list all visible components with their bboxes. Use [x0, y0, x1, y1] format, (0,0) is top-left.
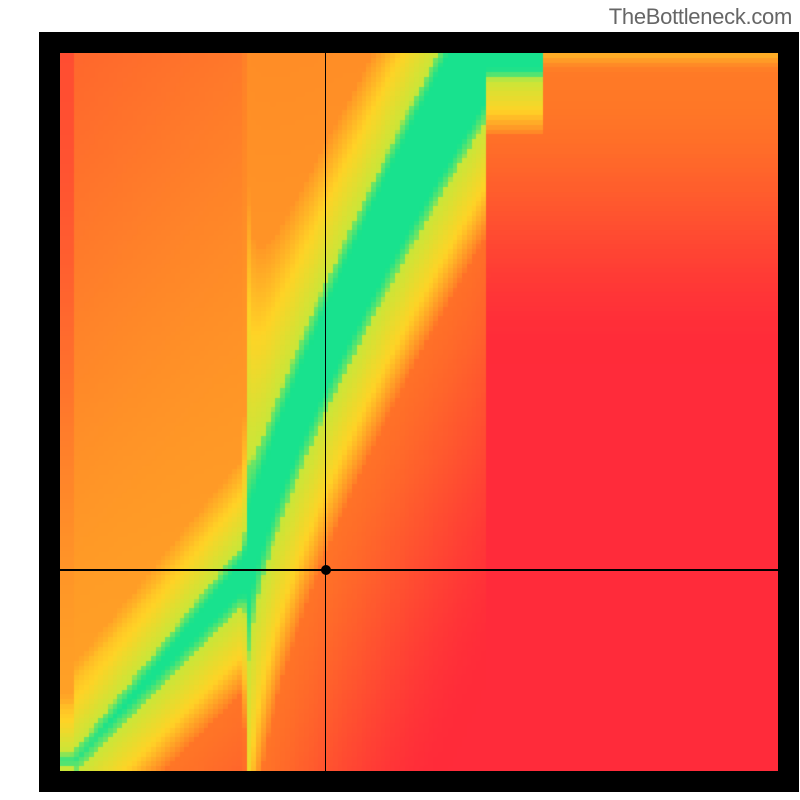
plot-area: [60, 53, 778, 771]
heatmap-canvas: [60, 53, 778, 771]
crosshair-vertical: [325, 53, 326, 771]
watermark-text: TheBottleneck.com: [609, 4, 792, 30]
crosshair-horizontal: [60, 569, 778, 570]
plot-frame: [39, 32, 799, 792]
marker-dot: [321, 565, 331, 575]
